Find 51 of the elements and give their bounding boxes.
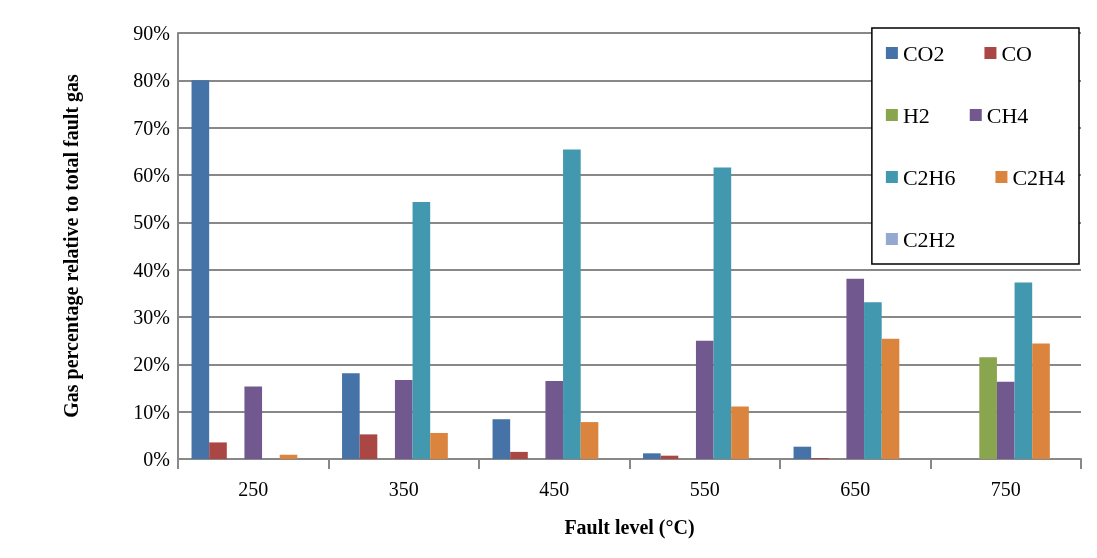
- bar: [864, 302, 882, 459]
- bar: [394, 379, 413, 459]
- y-tick-label: 10%: [133, 400, 170, 423]
- x-tick-label: 550: [689, 478, 720, 500]
- bar: [492, 419, 511, 459]
- bar: [979, 357, 997, 459]
- bar: [430, 432, 448, 459]
- bar: [209, 442, 227, 459]
- y-tick-label: 0%: [143, 448, 170, 470]
- bar: [279, 454, 298, 459]
- bar: [510, 451, 528, 459]
- legend-label: C2H2: [902, 226, 956, 252]
- x-axis-title: Fault level (°C): [564, 516, 695, 539]
- x-tick-label: 250: [238, 478, 269, 500]
- x-tick-label: 750: [990, 478, 1021, 500]
- y-tick-label: 90%: [133, 22, 170, 44]
- legend-label: C2H6: [902, 164, 956, 190]
- bar: [1032, 343, 1050, 459]
- bar: [713, 167, 732, 459]
- bar: [191, 80, 210, 459]
- y-tick-label: 70%: [133, 116, 170, 139]
- y-tick-label: 40%: [133, 258, 170, 281]
- bar: [881, 338, 900, 459]
- bar: [359, 434, 378, 459]
- bar: [846, 278, 865, 459]
- legend-label: CO2: [902, 40, 945, 66]
- bar: [643, 453, 661, 459]
- y-axis-title: Gas percentage relative to total fault gas: [60, 73, 83, 418]
- bar: [563, 149, 581, 459]
- legend-label: CH4: [986, 102, 1029, 128]
- legend-label: C2H4: [1012, 164, 1065, 190]
- bar: [545, 380, 564, 459]
- bar: [244, 386, 263, 459]
- x-tick-label: 450: [539, 478, 570, 500]
- bar: [695, 340, 714, 459]
- y-tick-label: 20%: [133, 353, 170, 376]
- bar: [996, 381, 1015, 459]
- x-tick-label: 350: [388, 478, 419, 500]
- y-tick-label: 30%: [133, 306, 170, 328]
- x-tick-label: 650: [840, 478, 871, 500]
- y-tick-label: 50%: [133, 211, 170, 234]
- y-tick-label: 80%: [133, 69, 170, 92]
- bar: [793, 446, 812, 459]
- bar: [580, 422, 599, 459]
- legend-label: CO: [1001, 40, 1032, 66]
- y-tick-label: 60%: [133, 164, 170, 186]
- bar: [412, 201, 431, 459]
- legend-label: H2: [902, 102, 930, 128]
- bar: [731, 406, 749, 459]
- bar: [342, 373, 360, 459]
- bar: [1014, 282, 1033, 459]
